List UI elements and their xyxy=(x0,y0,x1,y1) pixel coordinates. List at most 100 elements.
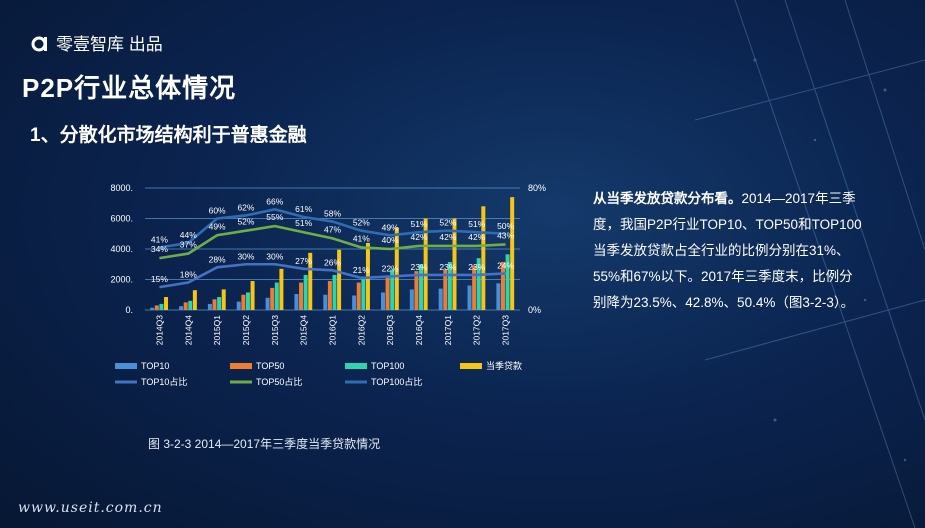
data-label-TOP50占比: 40% xyxy=(382,235,399,245)
bar-TOP50 xyxy=(414,271,419,310)
bar-当季贷款 xyxy=(481,206,486,310)
data-label-TOP100占比: 66% xyxy=(266,196,283,206)
x-axis-tick-label: 2015Q3 xyxy=(270,315,280,346)
data-label-TOP50占比: 55% xyxy=(266,212,283,222)
bar-TOP50 xyxy=(472,265,477,310)
page-title: P2P行业总体情况 xyxy=(22,73,237,103)
body-paragraph: 从当季发放贷款分布看。2014—2017年三季度，我国P2P行业TOP10、TO… xyxy=(593,186,863,316)
data-label-TOP10占比: 23% xyxy=(439,262,456,272)
legend-label: TOP10占比 xyxy=(141,376,187,387)
line-TOP10占比 xyxy=(159,262,506,289)
data-label-TOP10占比: 28% xyxy=(209,254,226,264)
bar-TOP10 xyxy=(496,283,501,310)
data-label-TOP100占比: 41% xyxy=(151,234,168,244)
y-axis-tick-label: 2000. xyxy=(110,275,133,285)
body-lead: 从当季发放贷款分布看。 xyxy=(593,191,742,206)
data-label-TOP50占比: 42% xyxy=(439,232,456,242)
data-label-TOP50占比: 49% xyxy=(209,221,226,231)
line-TOP100占比 xyxy=(159,208,506,249)
data-label-TOP100占比: 61% xyxy=(295,204,312,214)
x-axis-tick-label: 2016Q1 xyxy=(328,315,338,346)
legend-swatch xyxy=(230,363,252,369)
data-label-TOP10占比: 15% xyxy=(151,274,168,284)
x-axis-tick-label: 2017Q2 xyxy=(472,315,482,346)
bar-TOP50 xyxy=(500,261,505,310)
bar-TOP50 xyxy=(270,287,275,310)
data-label-TOP100占比: 58% xyxy=(324,209,341,219)
bar-TOP10 xyxy=(323,294,328,310)
data-label-TOP100占比: 49% xyxy=(382,222,399,232)
bar-TOP100 xyxy=(390,269,395,310)
data-label-TOP100占比: 51% xyxy=(411,219,428,229)
data-label-TOP10占比: 27% xyxy=(295,256,312,266)
bar-TOP10 xyxy=(380,292,385,310)
footer-url: www.useit.com.cn xyxy=(18,500,163,516)
brand-logo: 零壹智库 出品 xyxy=(30,30,163,55)
bar-当季贷款 xyxy=(423,218,428,310)
data-label-TOP10占比: 30% xyxy=(237,251,254,261)
data-label-TOP10占比: 30% xyxy=(266,251,283,261)
data-label-TOP10占比: 23% xyxy=(468,262,485,272)
data-label-TOP50占比: 42% xyxy=(468,232,485,242)
bar-TOP50 xyxy=(241,294,246,310)
legend-label: 当季贷款 xyxy=(486,360,522,371)
data-label-TOP50占比: 37% xyxy=(180,240,197,250)
data-label-TOP100占比: 44% xyxy=(180,230,197,240)
legend-label: TOP10 xyxy=(141,361,169,371)
bar-TOP100 xyxy=(419,264,424,310)
bar-TOP10 xyxy=(467,285,472,310)
legend-swatch xyxy=(115,363,137,369)
data-label-TOP100占比: 50% xyxy=(497,221,514,231)
bar-TOP10 xyxy=(294,293,299,310)
bar-当季贷款 xyxy=(279,268,284,310)
background-decoration xyxy=(695,0,925,528)
bar-TOP100 xyxy=(447,261,452,310)
bar-TOP50 xyxy=(385,276,390,310)
data-label-TOP100占比: 62% xyxy=(237,202,254,212)
data-label-TOP10占比: 24% xyxy=(497,260,514,270)
legend-label: TOP100 xyxy=(371,361,404,371)
data-label-TOP10占比: 18% xyxy=(180,270,197,280)
bar-TOP50 xyxy=(356,282,361,310)
bar-当季贷款 xyxy=(221,289,226,310)
bar-当季贷款 xyxy=(250,281,255,310)
bar-当季贷款 xyxy=(164,297,169,310)
loan-chart: 8000. 6000. 4000. 2000. 0. 80% 0% 2014Q3 2014Q4 2… xyxy=(110,183,546,387)
bar-TOP10 xyxy=(409,289,414,310)
y2-axis-tick-label: 80% xyxy=(528,183,546,193)
data-label-TOP50占比: 43% xyxy=(497,230,514,240)
bar-TOP10 xyxy=(179,306,184,310)
bar-TOP50 xyxy=(183,302,188,310)
x-axis-tick-label: 2017Q1 xyxy=(443,315,453,346)
data-label-TOP10占比: 21% xyxy=(353,265,370,275)
legend-swatch xyxy=(345,363,367,369)
data-label-TOP10占比: 23% xyxy=(411,262,428,272)
y2-axis-tick-label: 0% xyxy=(528,305,541,315)
line-TOP50占比 xyxy=(159,224,506,260)
bar-TOP100 xyxy=(476,258,481,310)
bar-TOP100 xyxy=(332,274,337,310)
y-axis-tick-label: 0. xyxy=(125,305,133,315)
bar-TOP10 xyxy=(438,288,443,310)
section-title: 1、分散化市场结构利于普惠金融 xyxy=(30,125,307,146)
data-label-TOP50占比: 52% xyxy=(237,217,254,227)
x-axis-tick-label: 2014Q4 xyxy=(183,315,193,346)
data-label-TOP50占比: 51% xyxy=(295,218,312,228)
bar-TOP50 xyxy=(154,305,159,310)
bar-TOP100 xyxy=(505,254,510,310)
legend-label: TOP50 xyxy=(256,361,284,371)
bar-TOP100 xyxy=(303,274,308,310)
bar-TOP100 xyxy=(188,300,193,310)
bar-当季贷款 xyxy=(192,290,197,310)
bar-TOP100 xyxy=(361,276,366,310)
x-axis-tick-label: 2015Q1 xyxy=(212,315,222,346)
data-label-TOP100占比: 60% xyxy=(209,206,226,216)
y-axis-tick-label: 6000. xyxy=(110,214,133,224)
data-label-TOP50占比: 41% xyxy=(353,233,370,243)
data-label-TOP50占比: 34% xyxy=(151,244,168,254)
chart-caption: 图 3-2-3 2014—2017年三季度当季贷款情况 xyxy=(148,437,381,451)
legend-label: TOP100占比 xyxy=(371,376,422,387)
bar-当季贷款 xyxy=(394,227,399,310)
bar-TOP50 xyxy=(327,281,332,310)
brand-logo-icon xyxy=(31,36,47,51)
